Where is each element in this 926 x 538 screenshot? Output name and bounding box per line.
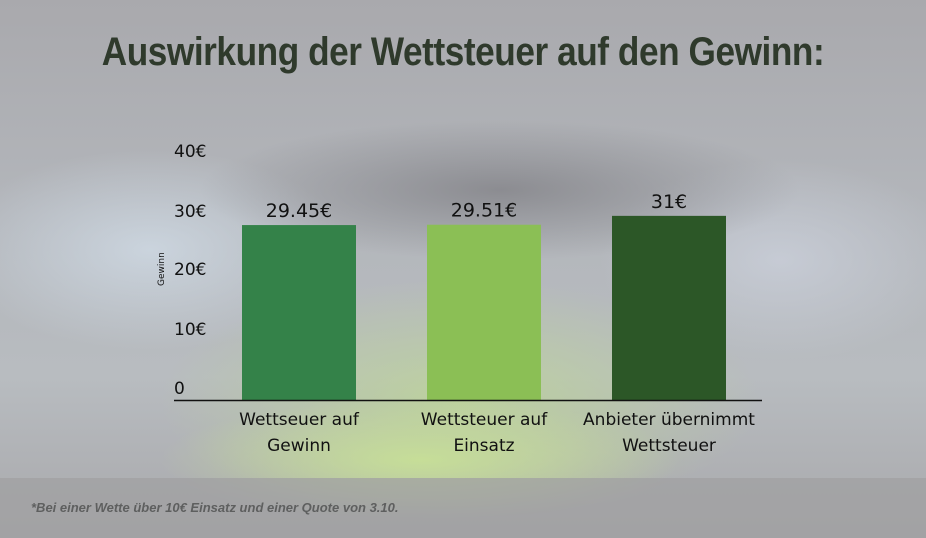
data-label: 31€ xyxy=(651,191,687,213)
x-tick-label: Wettsteuer xyxy=(622,436,716,456)
x-tick-label: Einsatz xyxy=(453,436,514,456)
y-tick-label: 0 xyxy=(174,379,185,399)
bar xyxy=(242,225,356,400)
y-tick-label: 40€ xyxy=(174,142,206,162)
y-tick-label: 20€ xyxy=(174,260,206,280)
bar xyxy=(612,215,726,400)
bar xyxy=(427,224,541,400)
x-tick-label: Wettsteuer auf xyxy=(421,410,548,430)
data-label: 29.51€ xyxy=(451,200,517,222)
x-tick-label: Anbieter übernimmt xyxy=(583,410,755,430)
data-label: 29.45€ xyxy=(266,200,332,222)
footnote: *Bei einer Wette über 10€ Einsatz und ei… xyxy=(31,500,399,515)
y-tick-label: 30€ xyxy=(174,202,206,222)
x-tick-label: Gewinn xyxy=(267,436,331,456)
chart-title: Auswirkung der Wettsteuer auf den Gewinn… xyxy=(101,30,825,74)
y-tick-label: 10€ xyxy=(174,320,206,340)
y-axis-label: Gewinn xyxy=(157,252,167,286)
x-tick-label: Wettseuer auf xyxy=(239,410,360,430)
footer-band xyxy=(0,478,926,538)
